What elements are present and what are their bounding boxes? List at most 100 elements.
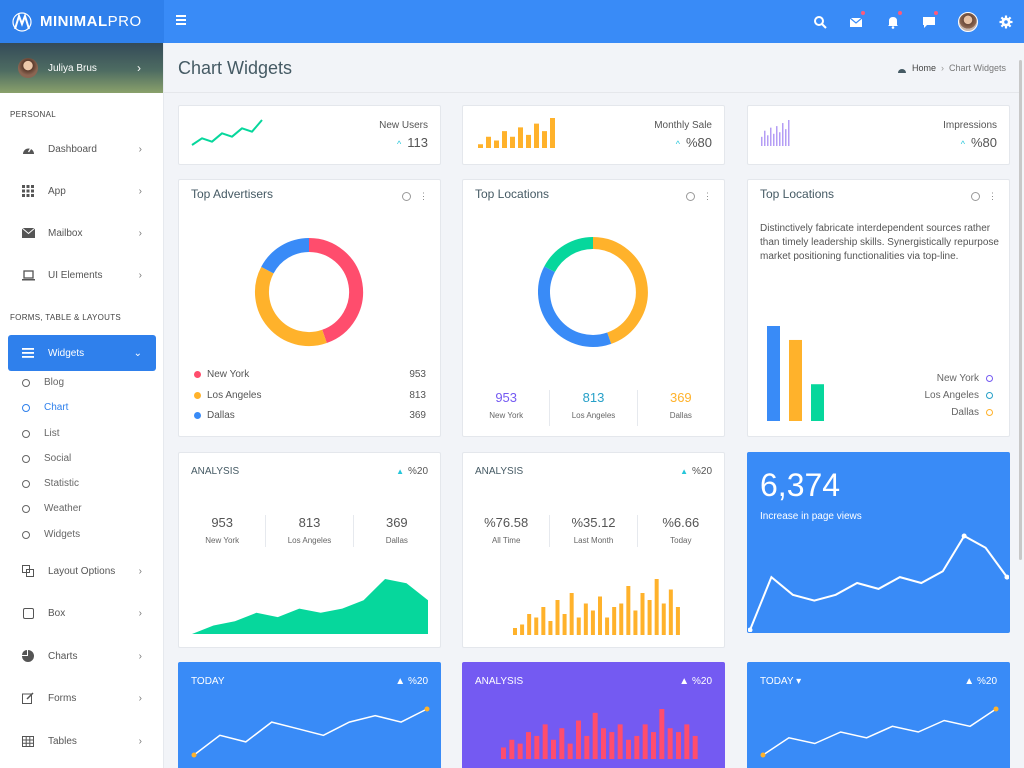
sidebar-subitem-widgets[interactable]: Widgets	[22, 529, 80, 540]
top-locations-bar-card: Top Locations ⋮ Distinctively fabricate …	[747, 179, 1010, 437]
analysis-card-2: ANALYSIS ▲ %20 %76.58 All Time %35.12 Last …	[462, 452, 725, 648]
refresh-icon[interactable]	[402, 192, 411, 201]
bar	[675, 607, 680, 635]
mail-icon[interactable]	[846, 11, 866, 32]
refresh-icon[interactable]	[686, 192, 695, 201]
sidebar-subitem-weather[interactable]: Weather	[22, 503, 82, 514]
sidebar-subitem-social[interactable]: Social	[22, 453, 71, 464]
envelope-icon	[8, 228, 48, 238]
bar	[776, 126, 778, 146]
pie-icon	[8, 650, 48, 662]
section-personal: PERSONAL	[10, 110, 56, 119]
sidebar-item-box[interactable]: Box ›	[8, 595, 156, 631]
bar	[626, 586, 631, 635]
card-title: TODAY	[191, 676, 225, 687]
percent-change: ▲ %20	[964, 676, 997, 687]
bar	[562, 614, 567, 635]
user-avatar[interactable]	[958, 12, 978, 32]
chat-icon[interactable]	[919, 11, 939, 32]
circle-icon	[22, 429, 30, 438]
bar	[555, 600, 560, 635]
legend-item: Los Angeles	[925, 390, 993, 401]
more-icon[interactable]: ⋮	[988, 191, 997, 201]
menu-icon[interactable]	[176, 15, 186, 25]
today-line-chart	[760, 706, 999, 758]
bar	[634, 735, 640, 759]
bar	[527, 614, 532, 635]
brand-logo[interactable]: MINIMALPRO	[0, 0, 164, 43]
sidebar-item-forms[interactable]: Forms ›	[8, 680, 156, 716]
data-point	[748, 627, 753, 632]
sidebar-item-layout-options[interactable]: Layout Options ›	[8, 553, 156, 589]
sidebar-item-app[interactable]: App ›	[8, 173, 156, 209]
top-locations-donut	[538, 236, 648, 347]
sidebar-item-charts[interactable]: Charts ›	[8, 638, 156, 674]
bell-icon[interactable]	[883, 11, 903, 32]
user-profile-panel[interactable]: Juliya Brus ›	[0, 43, 163, 93]
bar	[626, 739, 631, 759]
data-point	[424, 706, 430, 712]
sidebar-item-mailbox[interactable]: Mailbox ›	[8, 215, 156, 251]
more-icon[interactable]: ⋮	[419, 191, 428, 201]
sidebar-subitem-statistic[interactable]: Statistic	[22, 478, 79, 489]
bar	[612, 607, 617, 635]
caret-up-icon: ^	[960, 139, 965, 149]
sidebar-item-widgets[interactable]: Widgets ⌄	[8, 335, 156, 371]
analysis-card-1: ANALYSIS ▲ %20 953 New York 813 Los Angeles…	[178, 452, 441, 648]
page-views-value: 6,374	[760, 467, 841, 503]
top-advertisers-card: Top Advertisers ⋮ New York 953 Los Angele…	[178, 179, 441, 437]
legend-dot	[194, 412, 201, 419]
sidebar-subitem-blog[interactable]: Blog	[22, 377, 64, 388]
search-icon[interactable]	[810, 12, 830, 32]
refresh-icon[interactable]	[971, 192, 980, 201]
new-users-sparkline	[191, 119, 263, 146]
bar	[617, 724, 623, 759]
sidebar-subitem-list[interactable]: List	[22, 428, 60, 439]
page-views-caption: Increase in page views	[760, 511, 862, 522]
legend-item: Los Angeles 813	[194, 390, 426, 401]
data-point	[993, 706, 999, 712]
sidebar-item-tables[interactable]: Tables ›	[8, 723, 156, 759]
bar	[567, 743, 573, 759]
square-icon	[8, 607, 48, 619]
bar	[584, 735, 590, 759]
donut-slice	[261, 238, 310, 274]
bar	[502, 131, 507, 148]
bar	[789, 339, 802, 421]
data-point	[1004, 574, 1009, 580]
chevron-right-icon: ›	[138, 650, 142, 662]
bar	[592, 712, 598, 759]
sidebar-subitem-chart[interactable]: Chart	[22, 402, 68, 413]
card-title[interactable]: TODAY ▾	[760, 676, 802, 687]
stat-value: ^ 113	[397, 135, 428, 150]
sidebar-item-dashboard[interactable]: Dashboard ›	[8, 131, 156, 167]
more-icon[interactable]: ⋮	[703, 191, 712, 201]
scrollbar[interactable]	[1019, 60, 1022, 560]
breadcrumb-home[interactable]: Home	[911, 63, 936, 73]
bar	[676, 732, 681, 759]
gear-icon[interactable]	[996, 12, 1016, 32]
bar	[534, 617, 539, 635]
chevron-right-icon: ›	[138, 692, 142, 704]
analysis-bar-chart	[513, 579, 680, 635]
bar	[478, 144, 483, 148]
donut-slice	[592, 237, 648, 344]
bar	[548, 621, 553, 635]
card-title: ANALYSIS	[475, 466, 524, 477]
page-title: Chart Widgets	[178, 58, 293, 78]
circle-icon	[22, 504, 30, 513]
top-locations-card: Top Locations ⋮ 953 New York 813 Los Angel…	[462, 179, 725, 437]
bar	[770, 127, 772, 146]
card-description: Distinctively fabricate interdependent s…	[760, 223, 999, 262]
location-stats: 953 New York 813 Los Angeles 369 Dallas	[463, 390, 724, 426]
bar	[667, 728, 673, 759]
monthly-sale-card: Monthly Sale ^ %80	[462, 105, 725, 165]
legend-dot	[194, 371, 201, 378]
sidebar-item-ui-elements[interactable]: UI Elements ›	[8, 257, 156, 293]
caret-up-icon: ▲	[964, 676, 975, 687]
bar	[767, 135, 769, 146]
card-title: Top Locations	[760, 187, 835, 201]
bar	[509, 739, 515, 759]
caret-up-icon: ▲	[396, 467, 404, 476]
top-locations-bar-chart	[767, 326, 824, 421]
